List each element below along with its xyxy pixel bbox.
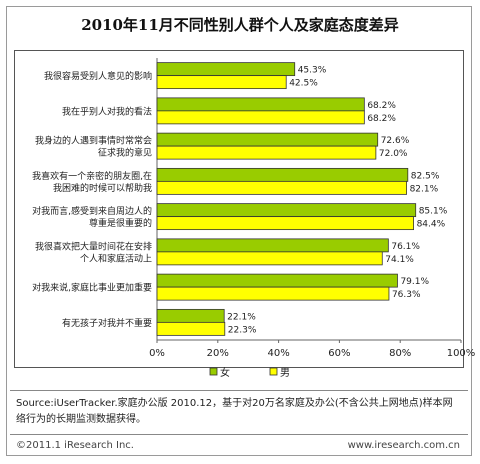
data-label: 79.1% xyxy=(400,277,429,287)
legend-swatch xyxy=(209,367,218,376)
data-label: 72.6% xyxy=(381,136,410,146)
category-label: 尊重是很重要的 xyxy=(89,217,152,229)
data-label: 68.2% xyxy=(367,101,396,111)
bar-female xyxy=(156,167,409,182)
category-label: 个人和家庭活动上 xyxy=(80,252,152,264)
bar-female xyxy=(156,132,379,147)
category-label: 我很容易受别人意见的影响 xyxy=(44,70,152,82)
bar-female xyxy=(156,97,365,112)
data-label: 82.5% xyxy=(411,171,440,181)
category-label: 我困难的时候可以帮助我 xyxy=(53,182,152,194)
data-label: 76.3% xyxy=(392,290,421,300)
category-label: 我身边的人遇到事情时常常会 xyxy=(35,135,152,147)
category-label: 我在乎别人对我的看法 xyxy=(62,105,152,117)
legend-label: 男 xyxy=(280,367,290,379)
bar-female xyxy=(156,62,296,77)
x-tick-label: 20% xyxy=(207,348,229,359)
data-label: 76.1% xyxy=(391,242,420,252)
data-label: 85.1% xyxy=(419,207,448,217)
category-label: 我喜欢有一个亲密的朋友圈,在 xyxy=(32,170,152,182)
bar-male xyxy=(156,75,287,90)
bar-male xyxy=(156,286,390,301)
source-note: Source:iUserTracker.家庭办公版 2010.12，基于对20万… xyxy=(16,398,453,425)
chart-title: 2010年11月不同性别人群个人及家庭态度差异 xyxy=(81,16,399,34)
bar-female xyxy=(156,238,389,253)
x-tick-label: 80% xyxy=(389,348,411,359)
legend-label: 女 xyxy=(220,366,230,379)
bar-male xyxy=(156,321,226,336)
data-label: 68.2% xyxy=(367,114,396,124)
divider-bottom xyxy=(10,434,468,435)
data-label: 45.3% xyxy=(298,66,327,76)
x-tick-label: 40% xyxy=(267,348,289,359)
bar-male xyxy=(156,216,414,231)
plot-area xyxy=(14,50,464,368)
x-tick-label: 0% xyxy=(149,348,165,359)
website: www.iresearch.com.cn xyxy=(347,440,460,451)
data-label: 22.1% xyxy=(227,312,256,322)
category-label: 有无孩子对我并不重要 xyxy=(62,317,152,329)
data-label: 22.3% xyxy=(228,325,257,335)
data-label: 84.4% xyxy=(417,220,446,230)
x-tick-label: 100% xyxy=(447,348,476,359)
divider-top xyxy=(10,390,468,391)
data-label: 82.1% xyxy=(410,184,439,194)
legend-swatch xyxy=(269,367,278,376)
category-label: 对我来说,家庭比事业更加重要 xyxy=(32,282,152,294)
bar-male xyxy=(156,251,383,266)
data-label: 74.1% xyxy=(385,255,414,265)
category-label: 我很喜欢把大量时间花在安排 xyxy=(35,240,152,252)
bar-male xyxy=(156,180,407,195)
copyright: ©2011.1 iResearch Inc. xyxy=(16,440,134,451)
bar-female xyxy=(156,273,398,288)
bar-female xyxy=(156,308,225,323)
bar-male xyxy=(156,145,377,160)
data-label: 42.5% xyxy=(289,79,318,89)
bar-female xyxy=(156,203,417,218)
category-label: 对我而言,感受到来自周边人的 xyxy=(32,205,152,217)
data-label: 72.0% xyxy=(379,149,408,159)
x-tick-label: 60% xyxy=(328,348,350,359)
bar-male xyxy=(156,110,365,125)
category-label: 征求我的意见 xyxy=(98,147,152,159)
